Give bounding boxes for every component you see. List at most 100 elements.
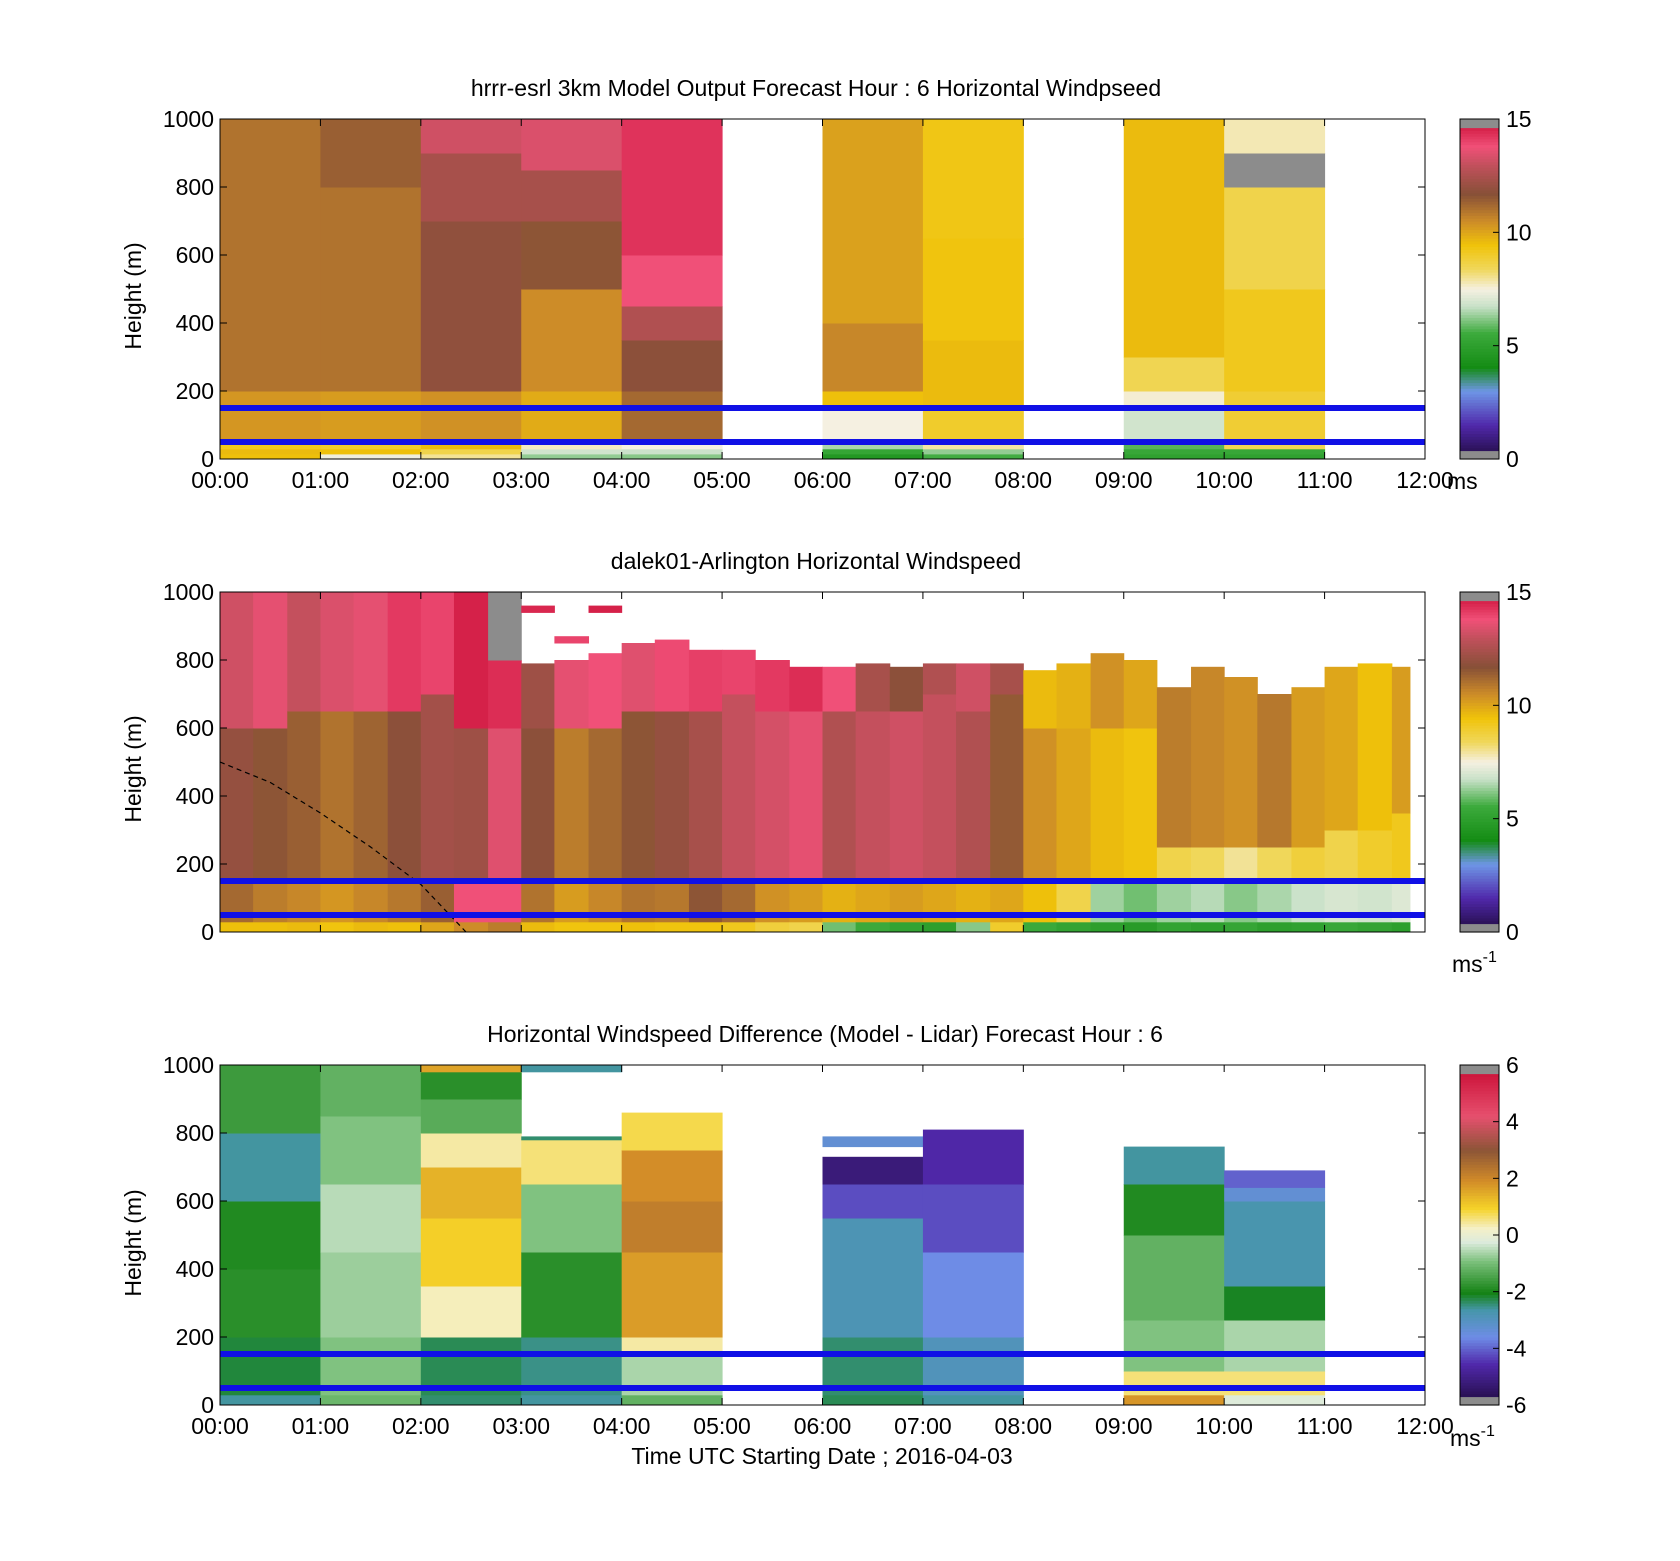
colorbar-swatch [1460, 127, 1499, 131]
colorbar-swatch [1460, 306, 1499, 310]
colorbar-swatch [1460, 255, 1499, 259]
colorbar-swatch [1460, 150, 1499, 154]
heatmap-cell [1391, 921, 1411, 933]
colorbar-tick-label: 5 [1506, 806, 1519, 832]
colorbar-swatch [1460, 144, 1499, 148]
colorbar-swatch [1460, 798, 1499, 803]
heatmap-cell [521, 442, 623, 450]
heatmap-cell [1023, 670, 1057, 729]
heatmap-cell [1224, 153, 1326, 188]
colorbar-swatch [1460, 847, 1499, 851]
colorbar-swatch [1460, 750, 1499, 755]
heatmap-cell [220, 119, 321, 392]
heatmap-cell [588, 728, 623, 882]
x-tick-label: 09:00 [1095, 1413, 1153, 1439]
heatmap-cell [353, 711, 389, 882]
colorbar-swatch [1460, 889, 1499, 893]
heatmap-cell [621, 391, 723, 443]
colorbar-swatch [1460, 331, 1499, 335]
heatmap-cell [1123, 453, 1225, 460]
heatmap-cell [1224, 1170, 1326, 1188]
heatmap-cell [1324, 666, 1359, 831]
y-tick-label: 1000 [163, 106, 214, 132]
colorbar-swatch [1460, 835, 1499, 840]
colorbar-swatch [1460, 770, 1499, 774]
heatmap-cell [220, 1065, 321, 1134]
y-tick-label: 1000 [163, 1052, 214, 1078]
y-axis-label: Height (m) [120, 242, 146, 349]
heatmap-cell [822, 442, 924, 450]
colorbar-tick-label: -4 [1506, 1335, 1527, 1361]
colorbar-tick-label: 15 [1506, 579, 1532, 605]
colorbar-swatch [1460, 410, 1499, 415]
heatmap-cell [990, 663, 1024, 695]
colorbar-swatch [1460, 1203, 1499, 1208]
heatmap-cell [420, 1099, 522, 1134]
colorbar-swatch [1460, 790, 1499, 794]
heatmap-cell [789, 711, 823, 882]
heatmap-cell [521, 663, 555, 729]
x-tick-label: 10:00 [1195, 467, 1253, 493]
colorbar-swatch [1460, 1402, 1499, 1406]
heatmap-cell [1056, 728, 1092, 882]
colorbar-swatch [1460, 263, 1499, 267]
colorbar-swatch [1460, 651, 1499, 655]
y-tick-label: 600 [176, 1188, 214, 1214]
colorbar-swatch [1460, 713, 1499, 718]
heatmap-cell [488, 921, 522, 933]
heatmap-cell [722, 649, 756, 695]
colorbar-swatch [1460, 155, 1499, 160]
heatmap-cell [922, 119, 1024, 239]
heatmap-cell [621, 921, 656, 933]
colorbar-swatch [1460, 124, 1499, 129]
heatmap-cell [621, 306, 723, 341]
colorbar-swatch [1460, 147, 1499, 151]
colorbar-tick-label: 2 [1506, 1165, 1519, 1191]
heatmap-cell [688, 921, 723, 933]
colorbar-swatch [1460, 1178, 1499, 1182]
colorbar-swatch [1460, 900, 1499, 905]
colorbar-swatch [1460, 297, 1499, 301]
colorbar-swatch [1460, 1116, 1499, 1120]
heatmap-cell [1123, 660, 1158, 729]
colorbar-swatch [1460, 1393, 1499, 1398]
colorbar-swatch [1460, 357, 1499, 361]
heatmap-cell [789, 666, 823, 712]
heatmap-cell [1257, 921, 1292, 933]
colorbar-swatch [1460, 121, 1499, 126]
colorbar-swatch [1460, 1065, 1499, 1069]
heatmap-cell [521, 605, 555, 613]
x-tick-label: 04:00 [593, 467, 651, 493]
colorbar-swatch [1460, 1291, 1499, 1296]
heatmap-cell [521, 921, 555, 933]
panel-title: dalek01-Arlington Horizontal Windspeed [611, 548, 1021, 574]
colorbar-swatch [1460, 645, 1499, 650]
colorbar-swatch [1460, 824, 1499, 828]
colorbar-swatch [1460, 351, 1499, 355]
x-axis [219, 592, 1426, 932]
colorbar-swatch [1460, 781, 1499, 786]
x-tick-label: 10:00 [1195, 1413, 1253, 1439]
y-tick-label: 200 [176, 1324, 214, 1350]
heatmap-cell [588, 605, 623, 613]
colorbar-swatch [1460, 1249, 1499, 1253]
x-tick-label: 08:00 [995, 1413, 1053, 1439]
colorbar-swatch [1460, 325, 1499, 330]
colorbar-swatch [1460, 620, 1499, 624]
colorbar-swatch [1460, 201, 1499, 205]
x-tick-label: 05:00 [693, 467, 751, 493]
colorbar-swatch [1460, 1130, 1499, 1134]
heatmap-cell [253, 728, 288, 882]
colorbar-swatch [1460, 1382, 1499, 1386]
colorbar-swatch [1460, 1235, 1499, 1239]
colorbar-swatch [1460, 804, 1499, 808]
colorbar-swatch [1460, 368, 1499, 372]
colorbar-swatch [1460, 1252, 1499, 1256]
colorbar-swatch [1460, 1113, 1499, 1117]
colorbar-swatch [1460, 379, 1499, 384]
heatmap-cell [1123, 1184, 1225, 1236]
y-tick-label: 800 [176, 647, 214, 673]
heatmap-cell [1291, 921, 1326, 933]
colorbar-swatch [1460, 611, 1499, 616]
colorbar-swatch [1460, 1223, 1499, 1228]
